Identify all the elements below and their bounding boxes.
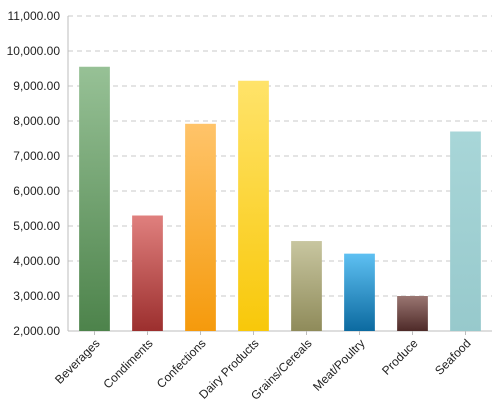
y-tick-label: 9,000.00 <box>13 79 60 93</box>
bar-confections[interactable] <box>185 123 216 331</box>
y-tick-label: 4,000.00 <box>13 254 60 268</box>
x-category-label: Confections <box>154 336 209 391</box>
y-tick-label: 5,000.00 <box>13 219 60 233</box>
bar-grains-cereals[interactable] <box>291 241 322 331</box>
bar-beverages[interactable] <box>79 66 110 331</box>
bars <box>79 66 481 332</box>
axes <box>67 16 492 335</box>
y-tick-label: 3,000.00 <box>13 289 60 303</box>
bar-produce[interactable] <box>397 296 428 331</box>
gridlines <box>68 15 492 297</box>
y-tick-label: 7,000.00 <box>13 149 60 163</box>
x-category-label: Seafood <box>432 336 474 378</box>
x-category-label: Produce <box>379 336 421 378</box>
bar-seafood[interactable] <box>450 131 481 332</box>
bar-meat-poultry[interactable] <box>344 253 375 331</box>
x-category-label: Condiments <box>100 336 155 391</box>
y-tick-label: 10,000.00 <box>7 44 61 58</box>
y-tick-label: 11,000.00 <box>8 9 61 23</box>
y-tick-label: 8,000.00 <box>13 114 60 128</box>
bar-condiments[interactable] <box>132 215 163 332</box>
bar-dairy-products[interactable] <box>238 80 269 331</box>
y-tick-label: 2,000.00 <box>13 324 60 338</box>
x-category-label: Beverages <box>52 336 102 386</box>
y-tick-label: 6,000.00 <box>13 184 60 198</box>
x-category-label: Meat/Poultry <box>310 336 368 394</box>
